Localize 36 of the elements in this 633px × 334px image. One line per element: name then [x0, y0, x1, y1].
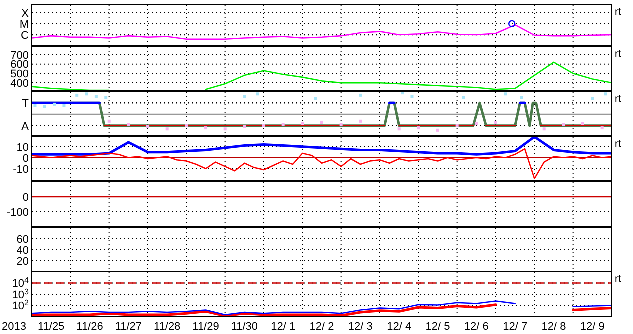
x-tick-label: 11/25: [38, 321, 65, 333]
y-tick-label: 10$^{2}$: [12, 298, 30, 313]
ref-line-label: A: [22, 120, 30, 133]
x-tick-label: 12/ 1: [271, 321, 296, 333]
text: rt: [615, 274, 622, 285]
ref-line-label: X: [22, 8, 30, 20]
y-tick-label: 0: [22, 152, 29, 165]
x-tick-label: 12/ 5: [426, 321, 450, 333]
ref-line-label: T: [22, 98, 30, 110]
x-tick-label: 12/ 4: [387, 321, 412, 333]
y-tick-label: 0: [22, 192, 29, 204]
ref-line-label: M: [20, 18, 29, 31]
y-tick-label: 20: [16, 256, 29, 268]
x-tick-label: 12/ 6: [464, 321, 489, 333]
x-tick-label: 12/ 8: [542, 321, 566, 333]
ref-line-label: C: [21, 30, 30, 42]
x-tick-label: 11/26: [76, 321, 104, 333]
y-tick-label: -100: [6, 206, 29, 219]
y-tick-label: 400: [10, 78, 29, 90]
y-tick-label: 10: [16, 142, 29, 154]
text: rt: [615, 49, 622, 60]
text: rt: [615, 94, 622, 105]
y-tick-label: 40: [16, 244, 29, 257]
text: rt: [615, 7, 622, 18]
x-tick-label: 11/28: [154, 321, 181, 333]
y-tick-label: 60: [16, 234, 29, 246]
y-tick-label: -10: [13, 164, 29, 176]
x-tick-label: 11/27: [115, 321, 142, 333]
x-tick-label: 11/30: [231, 321, 258, 333]
x-tick-label: 12/ 2: [310, 321, 334, 333]
x-tick-label: 11/29: [192, 321, 220, 333]
x-tick-label: 12/ 9: [580, 321, 605, 333]
text: rt: [615, 139, 622, 150]
x-tick-label: 12/ 7: [503, 321, 528, 333]
x-axis-title: 2013: [2, 321, 26, 333]
x-tick-label: 12/ 3: [348, 321, 373, 333]
